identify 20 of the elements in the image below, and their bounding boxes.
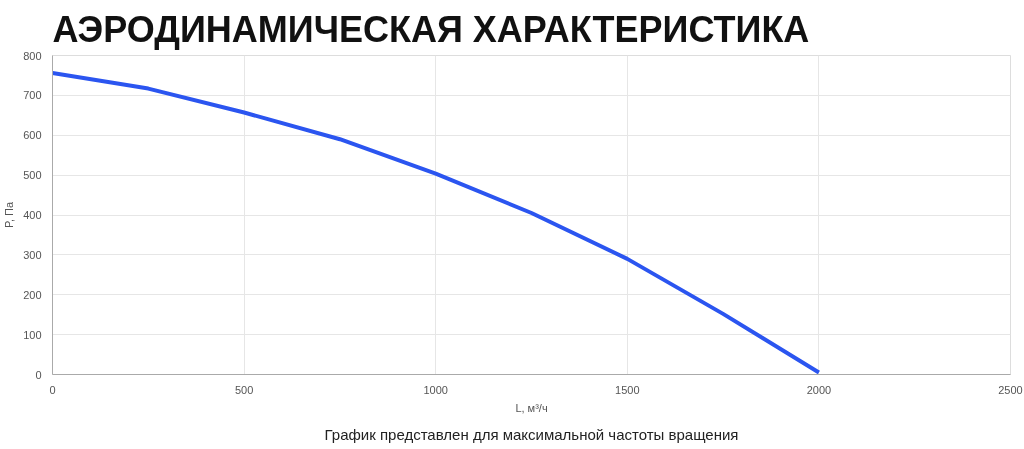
x-tick-label: 2500 <box>998 383 1023 396</box>
y-axis-title: P, Па <box>3 201 16 229</box>
y-tick-label: 0 <box>35 368 42 381</box>
y-tick-label: 100 <box>23 328 42 341</box>
line-series <box>52 71 821 375</box>
x-tick-label: 2000 <box>806 383 832 396</box>
x-axis-title: L, м³/ч <box>515 401 548 414</box>
y-tick-label: 700 <box>23 89 42 102</box>
y-tick-label: 600 <box>23 129 42 142</box>
y-tick-label: 500 <box>23 169 42 182</box>
y-tick-label: 300 <box>23 248 42 261</box>
y-tick-label: 200 <box>23 288 42 301</box>
y-tick-label: 400 <box>23 209 42 221</box>
x-tick-label: 500 <box>234 383 254 396</box>
text: График представлен для максимальной частоты вращения <box>324 425 739 443</box>
y-tick-label: 800 <box>23 49 42 62</box>
x-tick-label: 1000 <box>423 383 448 396</box>
chart-title: АЭРОДИНАМИЧЕСКАЯ ХАРАКТЕРИСТИКА <box>52 8 810 50</box>
x-tick-label: 1500 <box>615 383 640 396</box>
x-tick-label: 0 <box>49 383 56 396</box>
